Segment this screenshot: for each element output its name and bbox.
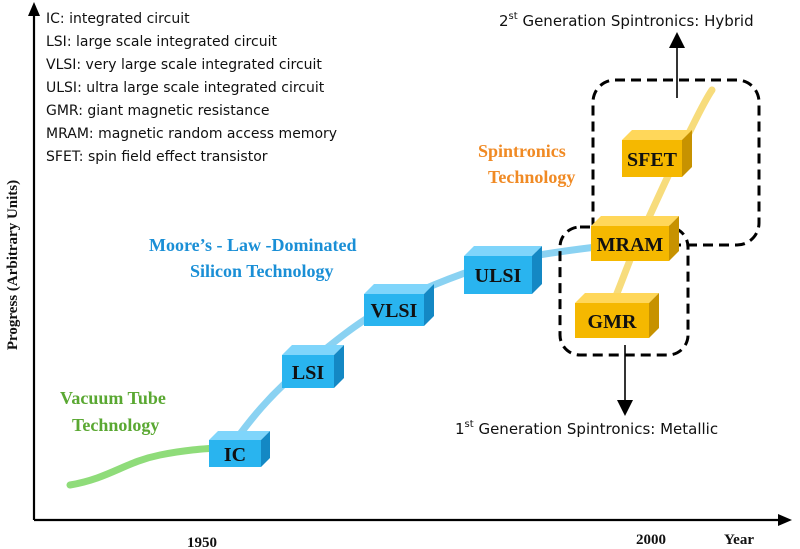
vacuum-tube-label-line2: Technology <box>72 415 159 435</box>
box-ulsi: ULSI <box>464 246 542 294</box>
first-generation-region <box>558 225 690 357</box>
moore-law-label-line1: Moore’s - Law -Dominated <box>149 235 356 255</box>
legend-item-ulsi: ULSI: ultra large scale integrated circu… <box>46 80 325 96</box>
second-generation-label: 2st Generation Spintronics: Hybrid <box>499 11 754 30</box>
spintronics-label-line2: Technology <box>488 167 575 187</box>
moore-law-label-line2: Silicon Technology <box>190 261 334 281</box>
legend-item-vlsi: VLSI: very large scale integrated circui… <box>46 57 322 73</box>
legend-item-ic: IC: integrated circuit <box>46 11 190 27</box>
box-gmr: GMR <box>575 293 659 338</box>
box-sfet: SFET <box>622 130 692 177</box>
x-tick-2000: 2000 <box>636 532 666 548</box>
legend-item-lsi: LSI: large scale integrated circuit <box>46 34 277 50</box>
x-axis-arrowhead <box>778 514 792 526</box>
first-generation-label: 1st Generation Spintronics: Metallic <box>455 419 718 438</box>
vacuum-tube-label-line1: Vacuum Tube <box>60 388 166 408</box>
box-lsi: LSI <box>282 345 344 388</box>
box-vlsi: VLSI <box>364 284 434 326</box>
box-mram: MRAM <box>591 216 679 261</box>
box-vlsi-label: VLSI <box>371 300 418 322</box>
y-axis-arrowhead <box>28 2 40 16</box>
legend-item-mram: MRAM: magnetic random access memory <box>46 126 337 142</box>
x-tick-1950: 1950 <box>187 535 217 549</box>
legend-item-sfet: SFET: spin field effect transistor <box>46 149 268 165</box>
box-ic: IC <box>209 431 270 467</box>
vacuum-tube-curve <box>66 443 234 489</box>
box-gmr-label: GMR <box>588 311 637 333</box>
box-ic-label: IC <box>224 444 246 466</box>
box-mram-label: MRAM <box>597 234 664 256</box>
y-axis-label: Progress (Arbitrary Units) <box>5 180 21 350</box>
legend-item-gmr: GMR: giant magnetic resistance <box>46 103 269 119</box>
spintronics-label-line1: Spintronics <box>478 141 566 161</box>
box-lsi-label: LSI <box>292 362 324 384</box>
spintronics-curve <box>601 86 716 326</box>
box-sfet-label: SFET <box>627 149 678 171</box>
box-ulsi-label: ULSI <box>475 265 522 287</box>
x-axis-label: Year <box>724 532 754 548</box>
legend: IC: integrated circuit LSI: large scale … <box>46 11 337 165</box>
